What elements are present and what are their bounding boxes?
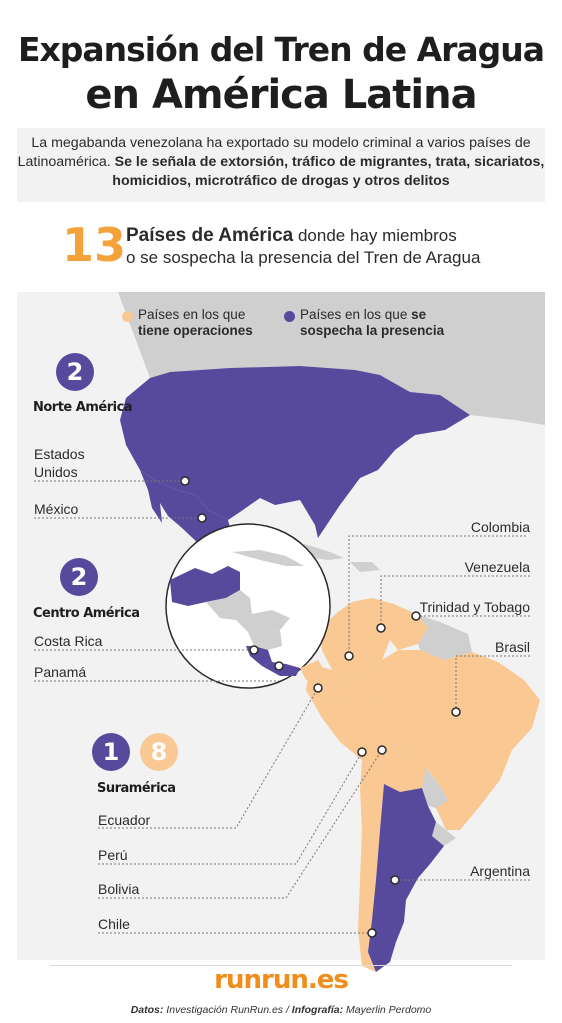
- usa-shape: [120, 366, 470, 538]
- hispaniola-shape: [350, 562, 380, 572]
- label-ecuador: Ecuador: [98, 812, 151, 828]
- zoom-guatemala-shape: [206, 590, 252, 620]
- label-trinidad: Trinidad y Tobago: [419, 599, 530, 615]
- title-line-1: Expansión del Tren de Aragua: [17, 30, 545, 69]
- dot-colombia: [344, 651, 354, 661]
- label-peru: Perú: [98, 847, 128, 863]
- stat-bold: Países de América: [126, 225, 294, 246]
- legend-operations: Países en los que tiene operaciones: [138, 307, 253, 339]
- stat-text: Países de América donde hay miembros o s…: [126, 225, 546, 269]
- credit-text-data: Investigación RunRun.es /: [163, 1004, 292, 1016]
- legend-suspected: Países en los que se sospecha la presenc…: [300, 307, 444, 339]
- central-america-count: 2: [60, 558, 98, 596]
- south-america-suspected-count: 1: [92, 733, 130, 771]
- stat-rest: donde hay miembros: [293, 226, 457, 245]
- dot-peru: [357, 747, 367, 757]
- zoom-colombia-shape: [300, 660, 328, 686]
- credit-label-data: Datos:: [130, 1004, 164, 1016]
- label-estados: Estados: [34, 446, 85, 462]
- label-venezuela: Venezuela: [464, 559, 530, 575]
- south-america-label: Suramérica: [97, 781, 176, 796]
- peru-shape: [306, 672, 384, 766]
- dot-brasil: [451, 707, 461, 717]
- label-argentina: Argentina: [470, 863, 530, 879]
- credit-line: Datos: Investigación RunRun.es / Infogra…: [0, 1004, 562, 1016]
- chile-shape: [358, 760, 384, 972]
- dot-mexico: [197, 513, 207, 523]
- leader-brasil: [455, 655, 530, 712]
- zoom-central-america: [170, 550, 328, 686]
- venezuela-shape: [352, 598, 428, 650]
- zoom-nicaragua-shape: [248, 630, 282, 650]
- paraguay-shape: [422, 768, 448, 808]
- stat-line2: o se sospecha la presencia del Tren de A…: [126, 248, 481, 267]
- colombia-shape: [320, 602, 390, 678]
- bolivia-shape: [376, 720, 426, 792]
- stat-number: 13: [62, 218, 127, 272]
- north-america-count: 2: [56, 353, 94, 391]
- label-mexico: México: [34, 501, 79, 517]
- dot-bolivia: [377, 745, 387, 755]
- north-america-label: Norte América: [33, 400, 133, 415]
- label-unidos: Unidos: [34, 464, 78, 480]
- dot-trinidad: [411, 611, 421, 621]
- dot-ecuador: [313, 683, 323, 693]
- intro-box: La megabanda venezolana ha exportado su …: [17, 128, 545, 202]
- label-bolivia: Bolivia: [98, 881, 140, 897]
- argentina-shape: [368, 784, 444, 972]
- canada-shape: [118, 292, 545, 425]
- runrunes-logo: runrun.es: [214, 965, 349, 995]
- label-panama: Panamá: [34, 664, 87, 680]
- zoom-cuba-shape: [232, 550, 304, 566]
- legend-suspected-line1: Países en los que: [300, 307, 412, 322]
- dot-chile: [367, 928, 377, 938]
- credit-label-infographic: Infografía:: [291, 1004, 344, 1016]
- legend-suspected-line1-bold: se: [411, 307, 427, 322]
- brazil-shape: [366, 650, 540, 830]
- credit-text-author: Mayerlin Perdomo: [343, 1004, 432, 1016]
- dot-argentina: [390, 875, 400, 885]
- dot-usa: [180, 476, 190, 486]
- label-costarica: Costa Rica: [34, 633, 103, 649]
- label-colombia: Colombia: [470, 519, 530, 535]
- leader-venezuela: [380, 575, 530, 628]
- label-chile: Chile: [98, 916, 130, 932]
- dot-panama: [274, 661, 284, 671]
- title-line-2: en América Latina: [85, 72, 477, 118]
- zoom-honduras-shape: [236, 610, 290, 634]
- leader-ecuador: [98, 687, 319, 829]
- zoom-mexico-shape: [170, 566, 240, 606]
- dot-venezuela: [376, 623, 386, 633]
- south-america-operations-count: 8: [140, 733, 178, 771]
- legend-operations-line2: tiene operaciones: [138, 323, 253, 338]
- legend-operations-line1: Países en los que: [138, 307, 246, 322]
- intro-plain: La megabanda venezolana ha exportado su …: [17, 135, 531, 170]
- legend-suspected-line2: sospecha la presencia: [300, 323, 445, 338]
- mexico-shape: [140, 470, 290, 574]
- leader-peru: [98, 751, 363, 865]
- footer-divider: [50, 965, 512, 966]
- leader-bolivia: [98, 749, 383, 899]
- uruguay-shape: [432, 822, 456, 846]
- intro-bold: Se le señala de extorsión, tráfico de mi…: [112, 154, 545, 189]
- dot-costarica: [249, 645, 259, 655]
- guianas-shape: [416, 614, 472, 660]
- central-america-label: Centro América: [33, 606, 140, 621]
- legend-suspected-dot: [284, 311, 295, 322]
- legend-operations-dot: [122, 311, 133, 322]
- leader-colombia: [348, 535, 526, 656]
- label-brasil: Brasil: [494, 639, 530, 655]
